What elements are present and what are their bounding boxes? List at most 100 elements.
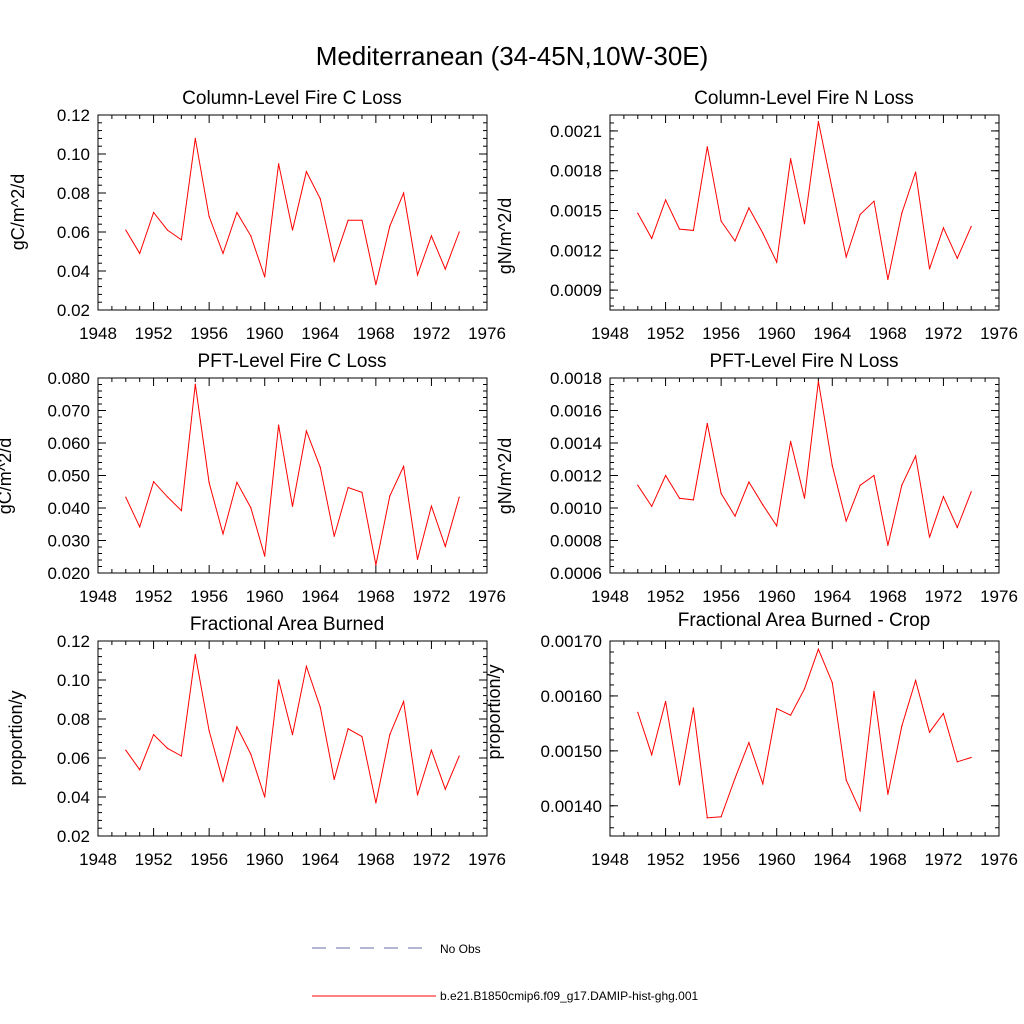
data-point: [125, 749, 127, 751]
data-point: [319, 198, 321, 200]
data-point: [305, 430, 307, 432]
data-point: [748, 481, 750, 483]
data-point: [375, 802, 377, 804]
data-point: [180, 239, 182, 241]
y-tick-label: 0.08: [57, 710, 90, 729]
data-point: [970, 225, 972, 228]
legend: No Obs b.e21.B1850cmip6.f09_g17.DAMIP-hi…: [312, 942, 698, 1003]
x-tick-label: 1960: [758, 587, 796, 606]
data-point: [333, 535, 335, 537]
y-tick-label: 0.08: [57, 184, 90, 203]
data-point: [361, 491, 363, 493]
data-point: [125, 229, 127, 231]
data-point: [180, 510, 182, 512]
figure-title: Mediterranean (34-45N,10W-30E): [316, 41, 709, 71]
y-tick-label: 0.04: [57, 788, 90, 807]
y-axis-label: gN/m^2/d: [495, 198, 515, 274]
legend-label-no-obs: No Obs: [440, 942, 481, 956]
x-tick-label: 1948: [79, 587, 117, 606]
x-tick-label: 1952: [647, 587, 685, 606]
x-tick-label: 1972: [413, 587, 451, 606]
x-tick-label: 1968: [357, 587, 395, 606]
data-point: [361, 219, 363, 221]
legend-label-model: b.e21.B1850cmip6.f09_g17.DAMIP-hist-ghg.…: [440, 989, 698, 1003]
data-point: [956, 526, 958, 529]
data-point: [264, 555, 266, 557]
y-tick-label: 0.0014: [550, 434, 602, 453]
plot-3: 1948 1952 1956 1960 1964 1968 1972 1976 0.0006 0.…: [550, 369, 1018, 606]
y-tick-label: 0.0008: [550, 532, 602, 551]
series-line: [125, 138, 460, 285]
x-tick-label: 1956: [190, 587, 228, 606]
plot-0: 1948 1952 1956 1960 1964 1968 1972 1976 0.02 0.04…: [57, 106, 506, 343]
data-point: [208, 730, 210, 732]
y-tick-label: 0.00160: [541, 687, 602, 706]
y-tick-label: 0.00140: [541, 797, 602, 816]
data-point: [166, 229, 169, 231]
x-tick-label: 1964: [813, 587, 851, 606]
data-point: [278, 424, 280, 426]
data-point: [152, 734, 155, 736]
data-point: [762, 783, 764, 785]
x-tick-label: 1972: [925, 324, 963, 343]
data-point: [831, 465, 833, 467]
data-point: [291, 505, 294, 507]
x-tick-label: 1976: [468, 324, 506, 343]
data-point: [347, 728, 349, 730]
data-point: [139, 526, 141, 528]
data-point: [776, 261, 778, 263]
data-point: [180, 755, 182, 757]
data-point: [706, 422, 708, 425]
x-tick-label: 1976: [980, 587, 1018, 606]
data-point: [928, 268, 931, 270]
data-point: [762, 232, 764, 234]
data-point: [375, 564, 377, 566]
x-tick-label: 1960: [758, 324, 796, 343]
x-tick-label: 1952: [135, 850, 173, 869]
panel-pft-fire-n-loss: PFT-Level Fire N Loss gN/m^2/d: [495, 351, 899, 514]
plot-frame: [97, 114, 488, 311]
x-tick-label: 1976: [468, 587, 506, 606]
data-point: [664, 474, 667, 477]
data-point: [748, 742, 750, 744]
y-tick-label: 0.040: [47, 499, 90, 518]
panel-title: Fractional Area Burned: [190, 614, 384, 635]
x-tick-label: 1960: [758, 850, 796, 869]
data-point: [375, 284, 377, 286]
data-point: [901, 484, 903, 486]
panel-column-fire-n-loss: Column-Level Fire N Loss gN/m^2/d: [495, 88, 914, 274]
x-tick-label: 1948: [79, 850, 117, 869]
data-point: [139, 769, 141, 771]
plot-2: 1948 1952 1956 1960 1964 1968 1972 1976 0.020 0.0…: [47, 369, 505, 606]
y-tick-label: 0.030: [47, 532, 90, 551]
data-point: [278, 163, 280, 165]
data-point: [651, 505, 653, 507]
data-point: [416, 794, 419, 796]
data-point: [403, 465, 405, 467]
data-point: [208, 482, 210, 484]
y-tick-label: 0.0006: [550, 564, 602, 583]
data-point: [887, 544, 889, 546]
data-point: [305, 665, 307, 667]
data-point: [748, 207, 750, 209]
y-tick-label: 0.12: [57, 632, 90, 651]
y-tick-label: 0.10: [57, 145, 90, 164]
data-point: [389, 495, 391, 497]
y-tick-label: 0.080: [47, 369, 90, 388]
data-point: [692, 499, 694, 501]
y-tick-label: 0.00170: [541, 632, 602, 651]
x-tick-label: 1952: [647, 324, 685, 343]
x-tick-label: 1964: [301, 850, 339, 869]
data-point: [831, 188, 833, 190]
data-point: [720, 220, 722, 222]
data-point: [166, 496, 169, 498]
data-point: [236, 211, 238, 214]
data-point: [734, 240, 736, 242]
data-point: [430, 749, 433, 751]
data-point: [222, 780, 224, 783]
panel-title: Column-Level Fire C Loss: [182, 88, 402, 109]
data-point: [887, 278, 889, 281]
x-tick-label: 1952: [647, 850, 685, 869]
y-tick-label: 0.060: [47, 434, 90, 453]
series-line: [637, 647, 972, 819]
